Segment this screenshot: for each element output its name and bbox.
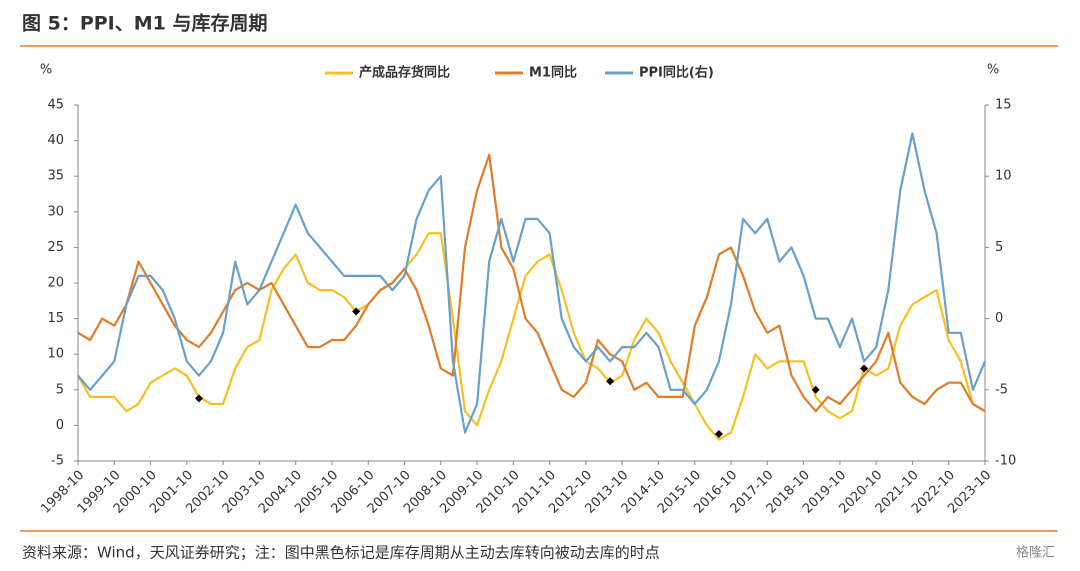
- series-line: [77, 232, 986, 441]
- y2-tick-label: -10: [995, 454, 1016, 469]
- y-tick-label: 40: [47, 133, 64, 148]
- series-line: [77, 153, 986, 413]
- legend-label: M1同比: [529, 65, 577, 81]
- y2-tick-label: 10: [995, 169, 1012, 184]
- y-tick-label: 0: [56, 418, 64, 433]
- event-marker: [860, 364, 869, 373]
- y-tick-label: 10: [47, 347, 64, 362]
- y2-tick-label: 0: [995, 311, 1003, 326]
- y-unit: %: [40, 63, 52, 78]
- event-marker: [606, 377, 615, 386]
- legend-label: PPI同比(右): [639, 65, 714, 81]
- y-tick-label: 45: [47, 98, 64, 113]
- event-marker: [194, 394, 203, 403]
- watermark: 格隆汇: [1016, 545, 1055, 561]
- y-tick-label: 5: [56, 382, 64, 397]
- event-marker: [714, 429, 723, 438]
- y-tick-label: 25: [47, 240, 64, 255]
- event-marker: [811, 385, 820, 394]
- y-tick-label: 35: [47, 169, 64, 184]
- y-tick-label: 30: [47, 204, 64, 219]
- chart-title: 图 5：PPI、M1 与库存周期: [22, 12, 268, 35]
- series-line: [77, 132, 987, 434]
- y-tick-label: 20: [47, 276, 64, 291]
- y2-unit: %: [987, 63, 999, 78]
- y2-tick-label: -5: [995, 382, 1008, 397]
- y-tick-label: -5: [51, 454, 64, 469]
- y-tick-label: 15: [47, 311, 64, 326]
- y2-tick-label: 15: [995, 98, 1012, 113]
- y2-tick-label: 5: [995, 240, 1003, 255]
- event-marker: [352, 307, 361, 316]
- source-note: 资料来源：Wind，天风证券研究；注：图中黑色标记是库存周期从主动去库转向被动去…: [22, 544, 660, 562]
- legend-label: 产成品存货同比: [359, 65, 450, 81]
